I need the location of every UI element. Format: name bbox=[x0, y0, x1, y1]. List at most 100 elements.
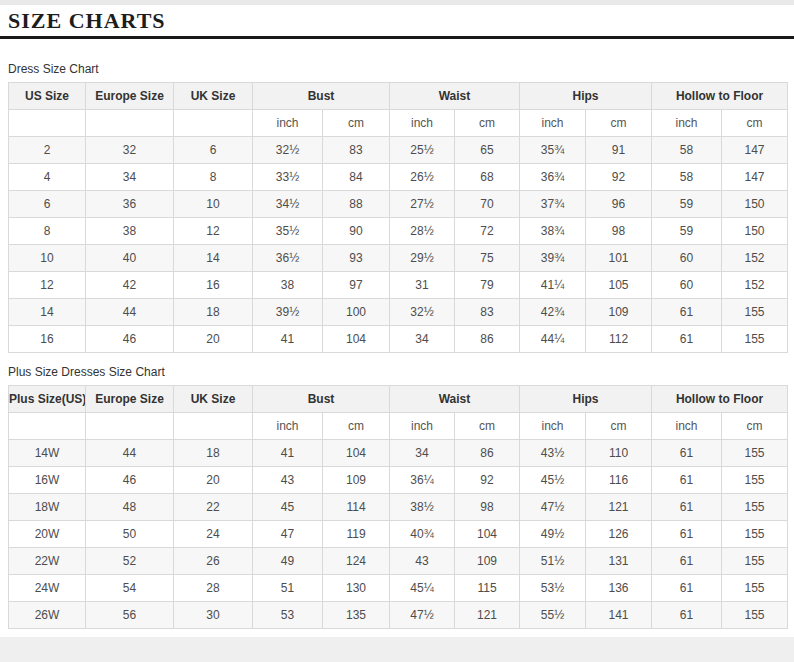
table-row: 26W56305313547½12155½14161155 bbox=[9, 602, 788, 629]
table-cell: 135 bbox=[323, 602, 390, 629]
table-cell: 40 bbox=[86, 245, 174, 272]
table-cell: 93 bbox=[323, 245, 390, 272]
table-cell: 44¼ bbox=[520, 326, 586, 353]
table-cell: 12 bbox=[9, 272, 86, 299]
table-row: 1242163897317941¼10560152 bbox=[9, 272, 788, 299]
table-row: 18W48224511438½9847½12161155 bbox=[9, 494, 788, 521]
table-cell: 29½ bbox=[390, 245, 455, 272]
unit-header: inch bbox=[520, 110, 586, 137]
unit-header: inch bbox=[390, 413, 455, 440]
table-cell: 14 bbox=[9, 299, 86, 326]
unit-header: inch bbox=[390, 110, 455, 137]
table-cell: 36½ bbox=[253, 245, 323, 272]
table-cell: 53½ bbox=[520, 575, 586, 602]
table-cell: 6 bbox=[174, 137, 253, 164]
unit-header: inch bbox=[253, 413, 323, 440]
table-row: 22W5226491244310951½13161155 bbox=[9, 548, 788, 575]
table-cell: 34 bbox=[390, 440, 455, 467]
measure-group-header: Hips bbox=[520, 83, 652, 110]
table-cell: 86 bbox=[455, 440, 520, 467]
table-cell: 126 bbox=[586, 521, 652, 548]
table-cell: 37¾ bbox=[520, 191, 586, 218]
table-cell: 42¾ bbox=[520, 299, 586, 326]
table-cell: 72 bbox=[455, 218, 520, 245]
table-cell: 38 bbox=[86, 218, 174, 245]
table-cell: 61 bbox=[652, 575, 722, 602]
dress-size-table: US SizeEurope SizeUK SizeBustWaistHipsHo… bbox=[8, 82, 788, 353]
table-cell: 147 bbox=[722, 137, 788, 164]
table-cell: 52 bbox=[86, 548, 174, 575]
table-cell: 56 bbox=[86, 602, 174, 629]
unit-header: cm bbox=[586, 110, 652, 137]
measure-group-header: Hollow to Floor bbox=[652, 83, 788, 110]
table-cell: 28½ bbox=[390, 218, 455, 245]
table-cell: 41 bbox=[253, 326, 323, 353]
table-cell: 43 bbox=[390, 548, 455, 575]
table-cell: 58 bbox=[652, 164, 722, 191]
table-cell: 42 bbox=[86, 272, 174, 299]
table-cell: 32 bbox=[86, 137, 174, 164]
table-cell: 25½ bbox=[390, 137, 455, 164]
table-cell: 155 bbox=[722, 440, 788, 467]
column-header: Plus Size(US) bbox=[9, 386, 86, 413]
unit-header: inch bbox=[652, 110, 722, 137]
table-cell: 92 bbox=[586, 164, 652, 191]
title-divider bbox=[0, 36, 794, 39]
table-cell: 43½ bbox=[520, 440, 586, 467]
table-row: 16W46204310936¼9245½11661155 bbox=[9, 467, 788, 494]
table-cell: 49½ bbox=[520, 521, 586, 548]
table-cell: 59 bbox=[652, 218, 722, 245]
unit-header: cm bbox=[323, 110, 390, 137]
table-cell: 155 bbox=[722, 548, 788, 575]
table-cell: 68 bbox=[455, 164, 520, 191]
table-cell: 155 bbox=[722, 575, 788, 602]
table-cell: 47½ bbox=[390, 602, 455, 629]
table-cell: 14 bbox=[174, 245, 253, 272]
table-cell: 38¾ bbox=[520, 218, 586, 245]
table-cell: 61 bbox=[652, 521, 722, 548]
measure-group-header: Waist bbox=[390, 83, 520, 110]
table-cell: 79 bbox=[455, 272, 520, 299]
measure-group-header: Bust bbox=[253, 83, 390, 110]
table-row: 24W54285113045¼11553½13661155 bbox=[9, 575, 788, 602]
table-cell: 20W bbox=[9, 521, 86, 548]
table-cell: 61 bbox=[652, 602, 722, 629]
table-cell: 98 bbox=[455, 494, 520, 521]
table-cell: 38 bbox=[253, 272, 323, 299]
table-cell: 155 bbox=[722, 602, 788, 629]
table-cell: 18 bbox=[174, 440, 253, 467]
table-cell: 24 bbox=[174, 521, 253, 548]
table-cell: 150 bbox=[722, 218, 788, 245]
table-cell: 16 bbox=[9, 326, 86, 353]
table-cell: 100 bbox=[323, 299, 390, 326]
dress-size-section: Dress Size Chart US SizeEurope SizeUK Si… bbox=[0, 62, 794, 353]
unit-header-row: inchcminchcminchcminchcm bbox=[9, 110, 788, 137]
table-cell: 41¼ bbox=[520, 272, 586, 299]
table-cell: 152 bbox=[722, 272, 788, 299]
unit-header: cm bbox=[455, 413, 520, 440]
empty-header-cell bbox=[174, 110, 253, 137]
table-cell: 49 bbox=[253, 548, 323, 575]
table-cell: 26½ bbox=[390, 164, 455, 191]
table-cell: 155 bbox=[722, 299, 788, 326]
table-row: 10401436½9329½7539¾10160152 bbox=[9, 245, 788, 272]
table-cell: 75 bbox=[455, 245, 520, 272]
table-cell: 58 bbox=[652, 137, 722, 164]
table-cell: 83 bbox=[323, 137, 390, 164]
table-cell: 20 bbox=[174, 326, 253, 353]
table-row: 8381235½9028½7238¾9859150 bbox=[9, 218, 788, 245]
table-cell: 47½ bbox=[520, 494, 586, 521]
table-row: 14441839½10032½8342¾10961155 bbox=[9, 299, 788, 326]
table-cell: 46 bbox=[86, 326, 174, 353]
table-cell: 152 bbox=[722, 245, 788, 272]
table-cell: 44 bbox=[86, 440, 174, 467]
table-cell: 97 bbox=[323, 272, 390, 299]
table-cell: 35¾ bbox=[520, 137, 586, 164]
table-cell: 98 bbox=[586, 218, 652, 245]
table-cell: 45¼ bbox=[390, 575, 455, 602]
table-cell: 114 bbox=[323, 494, 390, 521]
table-row: 434833½8426½6836¾9258147 bbox=[9, 164, 788, 191]
measure-group-header: Waist bbox=[390, 386, 520, 413]
table-cell: 60 bbox=[652, 272, 722, 299]
table-cell: 28 bbox=[174, 575, 253, 602]
